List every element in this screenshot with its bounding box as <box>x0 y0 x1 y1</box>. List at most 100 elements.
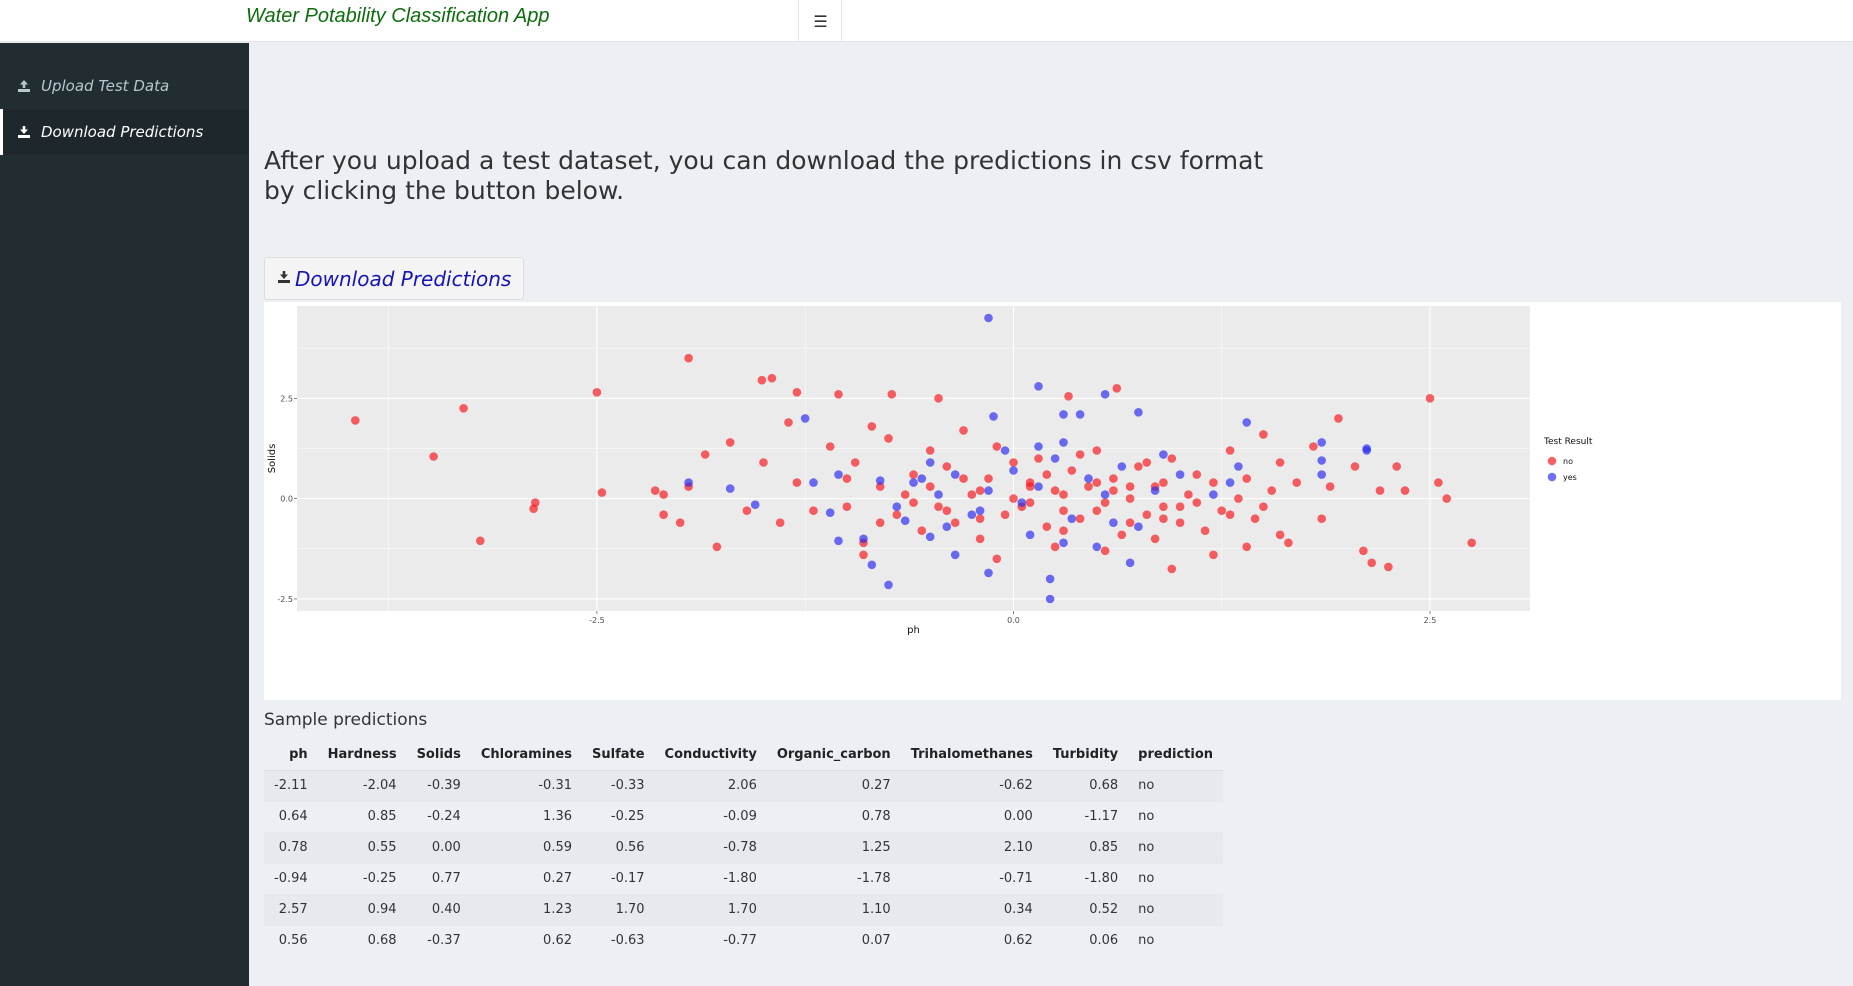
brand-area: Water Potability Classification App <box>0 0 799 42</box>
data-point-no <box>934 502 943 511</box>
x-tick-label: -2.5 <box>589 616 605 625</box>
data-point-no <box>1034 454 1043 463</box>
data-point-no <box>809 506 818 515</box>
table-row: 2.57 0.94 0.40 1.23 1.70 1.70 1.10 0.34 0.52 no <box>264 893 1224 925</box>
table-header-row: ph Hardness Solids Chloramines Sulfate Conduc… <box>264 740 1224 771</box>
data-point-yes <box>1317 470 1326 479</box>
data-point-no <box>1259 430 1268 439</box>
column-header: Trihalomethanes <box>900 740 1043 771</box>
data-point-no <box>1050 542 1060 552</box>
data-point-no <box>1234 494 1243 503</box>
data-point-yes <box>1045 574 1055 584</box>
plot-panel <box>297 306 1530 611</box>
data-point-yes <box>984 568 993 578</box>
data-point-no <box>1359 546 1368 556</box>
data-point-no <box>742 506 752 515</box>
data-point-no <box>1367 558 1376 568</box>
data-point-no <box>757 375 767 385</box>
data-point-no <box>1250 514 1260 523</box>
data-point-yes <box>984 313 993 323</box>
data-point-no <box>834 390 843 399</box>
data-point-no <box>1325 482 1335 491</box>
data-point-no <box>1375 486 1385 495</box>
data-point-yes <box>875 476 885 485</box>
sidebar-toggle-button[interactable]: ☰ <box>800 0 842 42</box>
data-point-yes <box>1225 478 1235 487</box>
data-point-yes <box>1045 594 1055 604</box>
data-point-no <box>925 446 935 455</box>
download-predictions-button[interactable]: Download Predictions <box>264 257 525 300</box>
table-row: -2.11 -2.04 -0.39 -0.31 -0.33 2.06 0.27 -0.62 0.… <box>264 769 1224 801</box>
data-point-yes <box>834 470 843 479</box>
data-point-yes <box>1175 470 1185 479</box>
legend-label-no: no <box>1563 457 1573 466</box>
data-point-no <box>842 502 852 511</box>
download-icon <box>277 269 291 288</box>
intro-text: After you upload a test dataset, you can… <box>264 146 1264 205</box>
data-point-yes <box>1134 408 1143 417</box>
table-cell: 0.34 <box>900 893 1043 925</box>
table-cell: 0.68 <box>317 924 407 956</box>
data-point-no <box>1184 490 1193 499</box>
data-point-yes <box>900 516 910 525</box>
table-cell: 0.55 <box>317 831 407 863</box>
data-point-no <box>887 390 897 399</box>
data-point-no <box>1200 526 1210 535</box>
table-cell: -0.94 <box>264 862 318 894</box>
data-point-no <box>909 498 918 507</box>
table-cell: -2.04 <box>317 769 407 801</box>
column-header: Organic_carbon <box>766 740 901 771</box>
data-point-yes <box>809 478 818 487</box>
table-cell: -1.80 <box>1042 862 1129 894</box>
data-point-no <box>1334 414 1343 423</box>
table-cell: 1.25 <box>766 831 901 863</box>
table-row: -0.94 -0.25 0.77 0.27 -0.17 -1.80 -1.78 -0.71 -1… <box>264 862 1224 894</box>
data-point-no <box>825 442 835 451</box>
table-cell: -1.17 <box>1042 800 1129 832</box>
table-cell: -0.37 <box>406 924 471 956</box>
data-point-no <box>1159 502 1168 511</box>
table-cell: -1.78 <box>766 862 901 894</box>
scatter-plot: -2.5 0.0 2.5 -2.5 0.0 2.5 ph Solids Test Result n… <box>264 302 1841 700</box>
data-point-yes <box>1150 486 1160 495</box>
data-point-no <box>1109 474 1118 483</box>
table-cell: -0.25 <box>317 862 407 894</box>
table-cell: 2.06 <box>654 769 767 801</box>
sidebar-item-upload-test-data[interactable]: Upload Test Data <box>0 63 249 109</box>
upload-icon <box>16 78 32 94</box>
table-cell: 0.77 <box>406 862 471 894</box>
table-cell: 0.62 <box>470 924 582 956</box>
data-point-yes <box>1109 518 1118 527</box>
data-point-yes <box>967 510 977 519</box>
column-header: Conductivity <box>654 740 767 771</box>
table-cell: no <box>1128 831 1224 863</box>
data-point-yes <box>975 506 985 515</box>
data-point-no <box>1292 478 1301 487</box>
data-point-no <box>1150 534 1160 544</box>
data-point-no <box>659 490 668 499</box>
app-title: Water Potability Classification App <box>246 5 550 27</box>
data-point-no <box>1092 478 1102 487</box>
data-point-no <box>476 536 485 546</box>
data-point-no <box>1467 538 1476 548</box>
data-point-no <box>700 450 710 459</box>
data-point-no <box>675 518 685 527</box>
sidebar: Upload Test Data Download Predictions <box>0 43 249 986</box>
data-point-yes <box>989 412 998 421</box>
table-cell: 0.85 <box>317 800 407 832</box>
data-point-yes <box>1034 382 1043 391</box>
data-point-no <box>1059 506 1068 515</box>
data-point-yes <box>892 502 902 511</box>
table-cell: 0.06 <box>1042 924 1129 956</box>
data-point-no <box>1000 510 1010 519</box>
data-point-yes <box>1234 462 1243 471</box>
data-point-no <box>1242 474 1251 483</box>
sidebar-item-download-predictions[interactable]: Download Predictions <box>0 109 249 155</box>
data-point-yes <box>1317 456 1326 465</box>
table-cell: 0.56 <box>264 924 318 956</box>
data-point-yes <box>1317 438 1326 447</box>
data-point-yes <box>1084 474 1093 483</box>
data-point-yes <box>1362 446 1371 455</box>
data-point-no <box>1350 462 1360 471</box>
legend-key-no <box>1547 456 1557 466</box>
